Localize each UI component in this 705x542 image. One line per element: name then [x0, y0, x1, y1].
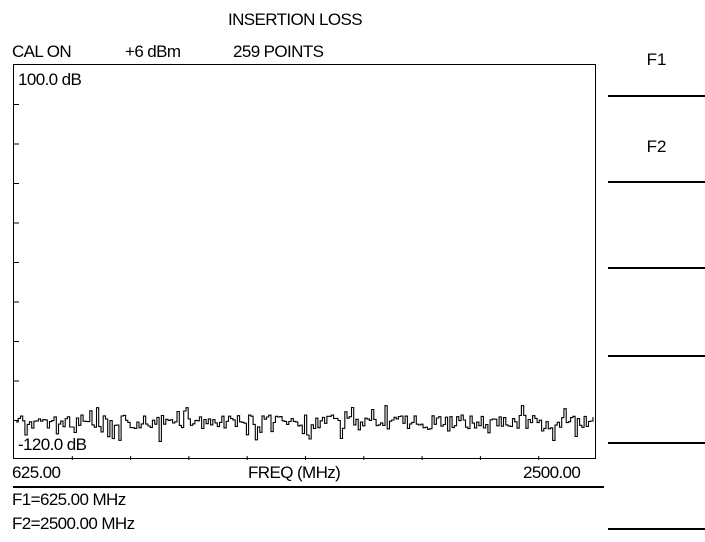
top-reference-label: 100.0 dB	[18, 70, 82, 89]
x-axis-label: FREQ (MHz)	[248, 463, 341, 482]
softkey-divider	[608, 355, 705, 357]
power-level: +6 dBm	[125, 42, 181, 61]
bottom-reference-label: -120.0 dB	[18, 435, 87, 454]
screen-title: INSERTION LOSS	[228, 10, 363, 29]
softkey-divider	[608, 442, 705, 444]
softkey-divider	[608, 181, 705, 183]
marker-f1-readout: F1=625.00 MHz	[12, 490, 126, 509]
softkey-divider	[608, 528, 705, 530]
insertion-loss-trace	[16, 405, 594, 442]
points-count: 259 POINTS	[233, 42, 324, 61]
cal-status: CAL ON	[12, 42, 72, 61]
x-start-label: 625.00	[12, 463, 61, 482]
trace-graph	[14, 104, 594, 460]
marker-f2-readout: F2=2500.00 MHz	[12, 514, 135, 533]
softkey-divider	[608, 267, 705, 269]
softkey-divider	[608, 95, 705, 97]
softkey-f1[interactable]: F1	[646, 50, 667, 69]
softkey-f2[interactable]: F2	[646, 137, 667, 156]
x-stop-label: 2500.00	[523, 463, 581, 482]
x-axis-rule	[13, 486, 604, 488]
plot-area	[13, 64, 596, 460]
